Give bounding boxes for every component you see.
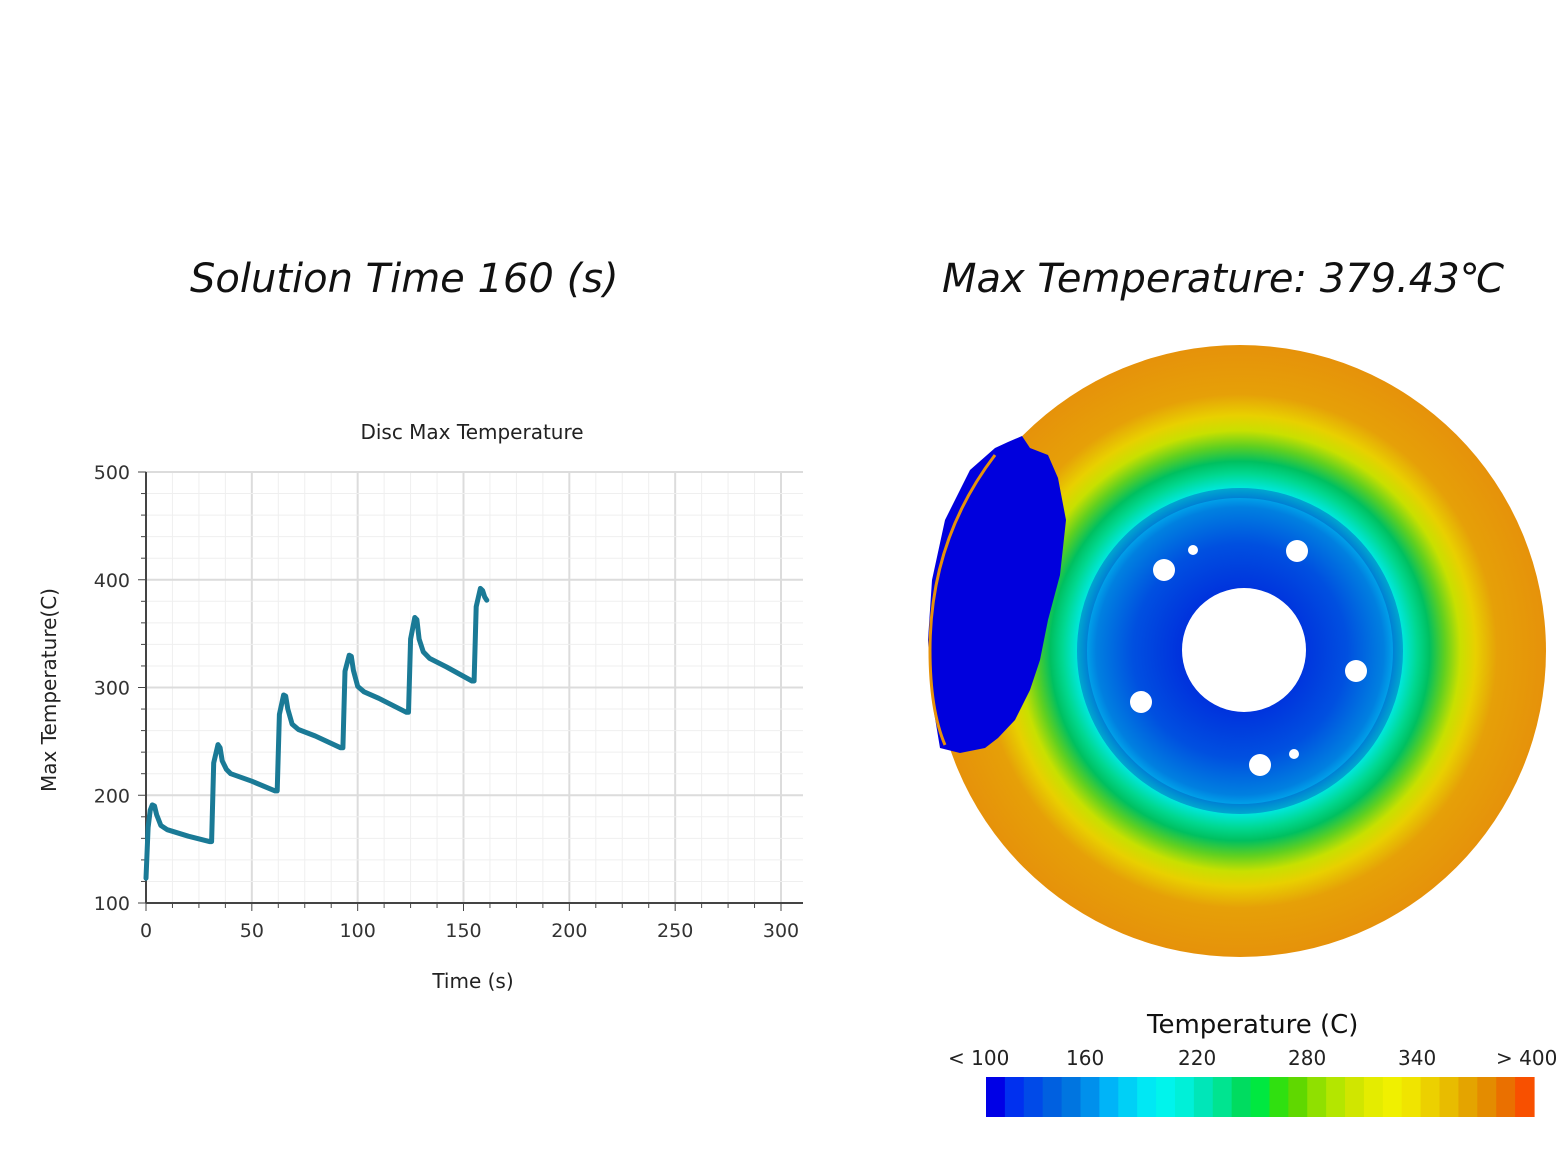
solution-time-title: Solution Time 160 (s) [190, 256, 619, 302]
colorbar-segment [1042, 1077, 1063, 1117]
colorbar-segment [1345, 1077, 1365, 1117]
bolt-hole [1249, 754, 1271, 776]
colorbar-segment [1118, 1077, 1138, 1117]
colorbar-segment [1288, 1077, 1308, 1117]
colorbar-segment [1269, 1077, 1289, 1117]
colorbar-label: 280 [1288, 1046, 1327, 1070]
colorbar-segment [1307, 1077, 1327, 1117]
pad-edge [928, 454, 997, 746]
y-tick-label: 200 [94, 785, 130, 807]
y-tick-label: 300 [94, 678, 130, 700]
colorbar-segment [1326, 1077, 1346, 1117]
colorbar-segment [1156, 1077, 1176, 1117]
pin-hole [1289, 749, 1299, 759]
brake-disc-contour [928, 345, 1546, 957]
colorbar-segment [1458, 1077, 1478, 1117]
pin-hole [1188, 545, 1198, 555]
colorbar-segment [1401, 1077, 1422, 1117]
y-tick-label: 100 [94, 893, 130, 915]
bolt-hole [1286, 540, 1308, 562]
colorbar-segment [1080, 1077, 1100, 1117]
colorbar-segment [1477, 1077, 1497, 1117]
x-tick-label: 150 [445, 920, 481, 942]
colorbar-segment [1382, 1077, 1403, 1117]
colorbar-segment [1061, 1077, 1082, 1117]
y-tick-label: 500 [94, 462, 130, 484]
axis-ticks: 0 50 100 150 200 250 300 100 200 300 400 500 [94, 462, 799, 942]
colorbar-label: 160 [1066, 1046, 1105, 1070]
x-tick-label: 250 [657, 920, 693, 942]
colorbar-segment [1231, 1077, 1252, 1117]
colorbar-label: 220 [1178, 1046, 1217, 1070]
bolt-hole [1130, 691, 1152, 713]
colorbar-title: Temperature (C) [1147, 1010, 1359, 1040]
series-line-disc-max-temperature [143, 585, 490, 881]
colorbar-segment [1137, 1077, 1157, 1117]
colorbar-label: > 400 [1496, 1046, 1558, 1070]
y-tick-label: 400 [94, 570, 130, 592]
x-tick-label: 200 [551, 920, 587, 942]
x-axis-label: Time (s) [431, 969, 513, 993]
colorbar-segment [1515, 1077, 1535, 1117]
colorbar-segment [1099, 1077, 1119, 1117]
bolt-hole [1345, 660, 1367, 682]
center-bore [1182, 588, 1306, 712]
colorbar-label: 340 [1398, 1046, 1437, 1070]
colorbar-segment [1363, 1077, 1384, 1117]
colorbar-segment [1004, 1077, 1025, 1117]
colorbar-segment [1193, 1077, 1214, 1117]
x-tick-label: 0 [140, 920, 152, 942]
colorbar-segment [1496, 1077, 1516, 1117]
disc-max-temperature-chart: Disc Max Temperature 0 50 100 150 200 250 300 1… [37, 420, 803, 993]
colorbar-segment [1212, 1077, 1233, 1117]
colorbar-segment [1023, 1077, 1044, 1117]
x-tick-label: 50 [240, 920, 264, 942]
colorbar-segment [1250, 1077, 1271, 1117]
grid [145, 471, 803, 904]
colorbar-segment [1439, 1077, 1460, 1117]
x-tick-label: 100 [340, 920, 376, 942]
x-tick-label: 300 [763, 920, 799, 942]
y-axis-label: Max Temperature(C) [37, 588, 61, 792]
colorbar-label: < 100 [948, 1046, 1010, 1070]
bolt-hole [1153, 559, 1175, 581]
colorbar-segment [1420, 1077, 1441, 1117]
max-temperature-title: Max Temperature: 379.43℃ [942, 256, 1505, 302]
colorbar-segment [1174, 1077, 1195, 1117]
brake-pad [928, 436, 1066, 753]
chart-title: Disc Max Temperature [360, 420, 583, 444]
hub-ring [1077, 488, 1403, 814]
temperature-colorbar [986, 1077, 1535, 1117]
colorbar-segment [986, 1077, 1006, 1117]
